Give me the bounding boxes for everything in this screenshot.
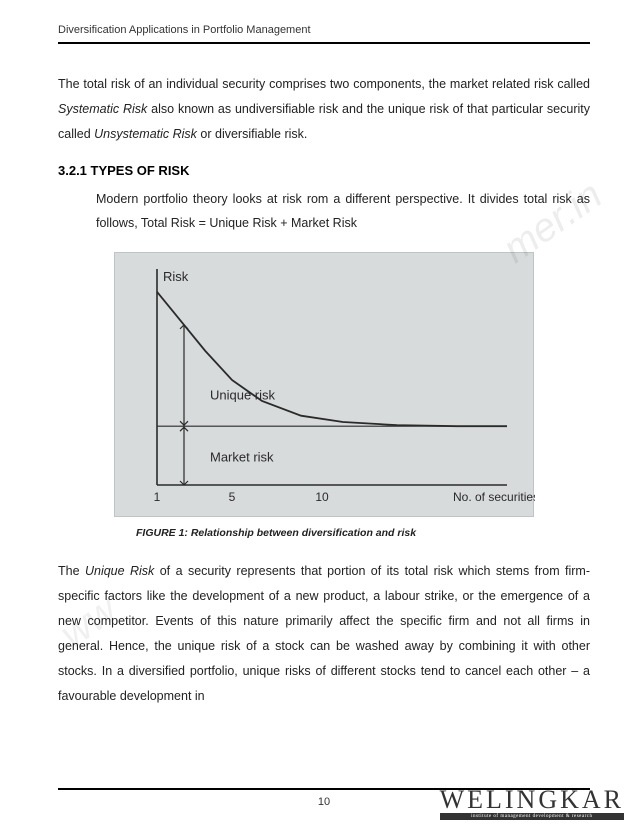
svg-text:Risk: Risk xyxy=(163,269,189,284)
risk-chart: Risk Unique risk Market risk 1 5 10 No. of sec… xyxy=(114,252,534,517)
svg-text:Market risk: Market risk xyxy=(210,449,274,464)
running-header: Diversification Applications in Portfoli… xyxy=(58,24,590,44)
page-number: 10 xyxy=(318,796,330,808)
unique-risk-paragraph: The Unique Risk of a security represents… xyxy=(58,559,590,709)
svg-text:10: 10 xyxy=(315,490,329,504)
figure-wrap: Risk Unique risk Market risk 1 5 10 No. of sec… xyxy=(58,252,590,553)
section-intro: Modern portfolio theory looks at risk ro… xyxy=(58,188,590,236)
figure-caption: FIGURE 1: Relationship between diversifi… xyxy=(118,527,416,539)
page-body: Diversification Applications in Portfoli… xyxy=(0,0,638,709)
svg-text:5: 5 xyxy=(229,490,236,504)
svg-text:No. of securities: No. of securities xyxy=(453,490,535,504)
intro-paragraph: The total risk of an individual security… xyxy=(58,72,590,147)
svg-text:1: 1 xyxy=(154,490,161,504)
logo-subtitle: institute of management development & re… xyxy=(440,813,624,820)
logo-text: WELINGKAR xyxy=(440,785,624,814)
brand-logo: WELINGKAR institute of management develo… xyxy=(440,785,624,820)
svg-text:Unique risk: Unique risk xyxy=(210,387,276,402)
section-heading: 3.2.1 TYPES OF RISK xyxy=(58,163,590,178)
